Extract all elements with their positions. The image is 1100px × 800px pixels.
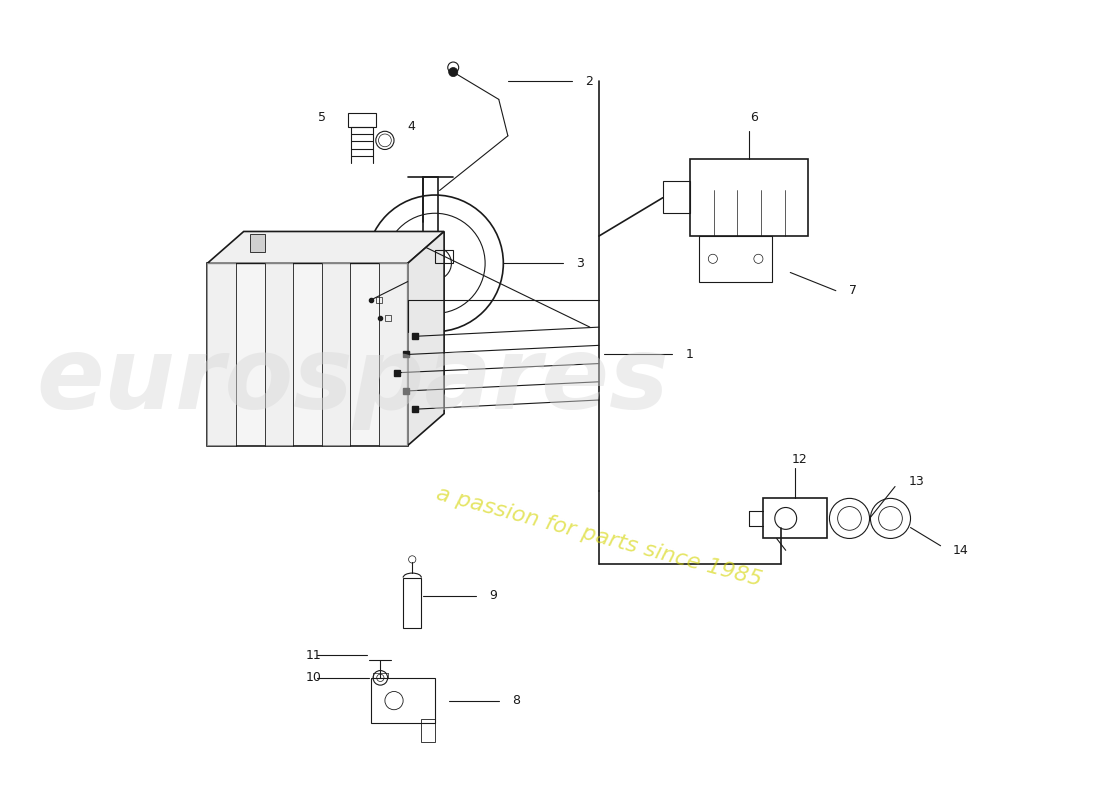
- Bar: [434, 250, 453, 263]
- Bar: [264, 263, 294, 446]
- Bar: [421, 719, 434, 742]
- Text: 3: 3: [576, 257, 584, 270]
- Bar: [662, 182, 690, 214]
- Bar: [207, 263, 235, 446]
- Text: 13: 13: [909, 475, 924, 489]
- Text: 9: 9: [490, 590, 497, 602]
- Text: 4: 4: [408, 120, 416, 134]
- Bar: [250, 234, 265, 252]
- Polygon shape: [408, 231, 444, 446]
- Text: 5: 5: [318, 111, 326, 124]
- Bar: [700, 236, 772, 282]
- Text: 2: 2: [585, 74, 593, 88]
- Text: a passion for parts since 1985: a passion for parts since 1985: [433, 483, 764, 590]
- Bar: [424, 177, 438, 241]
- Bar: [763, 498, 827, 538]
- Text: 8: 8: [513, 694, 520, 707]
- Circle shape: [449, 67, 458, 77]
- Text: 7: 7: [849, 284, 858, 297]
- Text: eurospares: eurospares: [36, 334, 669, 430]
- Bar: [690, 158, 808, 236]
- Bar: [322, 263, 351, 446]
- Polygon shape: [207, 231, 444, 263]
- Text: 14: 14: [953, 544, 968, 557]
- Text: 1: 1: [685, 348, 693, 361]
- Text: 12: 12: [792, 453, 807, 466]
- Text: 6: 6: [750, 111, 758, 124]
- Bar: [379, 263, 408, 446]
- Bar: [371, 678, 435, 723]
- Text: 11: 11: [306, 649, 321, 662]
- Bar: [207, 263, 408, 446]
- Bar: [403, 578, 421, 628]
- Bar: [349, 113, 376, 126]
- Text: 10: 10: [306, 671, 321, 684]
